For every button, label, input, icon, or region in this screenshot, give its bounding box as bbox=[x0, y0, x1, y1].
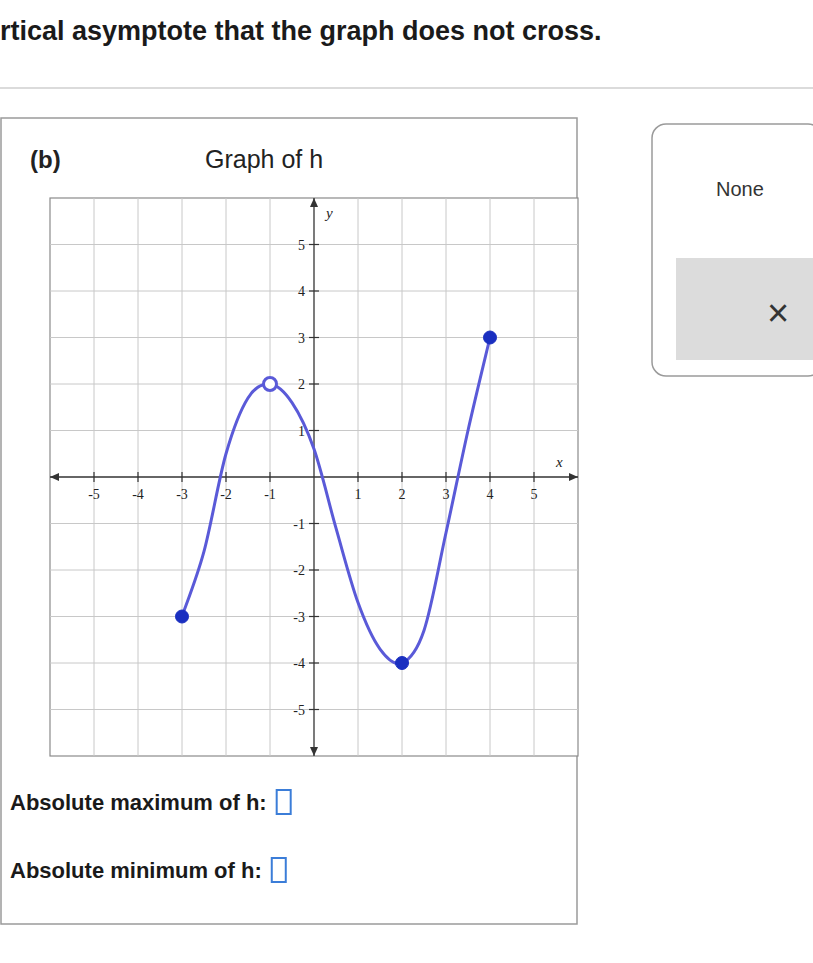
grid-y bbox=[50, 384, 578, 385]
grid-y bbox=[50, 663, 578, 664]
y-label: y bbox=[324, 205, 333, 221]
x-tick bbox=[137, 472, 138, 482]
grid-y bbox=[50, 523, 578, 524]
x-tick-label: 3 bbox=[443, 487, 450, 502]
y-tick-label: 5 bbox=[298, 238, 305, 253]
clear-button[interactable] bbox=[676, 258, 813, 360]
y-tick-label: -4 bbox=[293, 656, 305, 671]
grid-x bbox=[490, 198, 491, 756]
x-tick bbox=[357, 472, 358, 482]
y-tick-label: -5 bbox=[293, 703, 305, 718]
x-label: x bbox=[555, 454, 563, 470]
x-tick bbox=[225, 472, 226, 482]
grid-y bbox=[50, 616, 578, 617]
answer-input[interactable] bbox=[272, 858, 286, 882]
x-tick-label: 5 bbox=[531, 487, 538, 502]
x-tick-label: 4 bbox=[487, 487, 494, 502]
grid-y bbox=[50, 709, 578, 710]
grid-y bbox=[50, 430, 578, 431]
y-tick-label: -1 bbox=[293, 517, 305, 532]
y-tick-label: -3 bbox=[293, 610, 305, 625]
grid-x bbox=[534, 198, 535, 756]
x-arrow bbox=[569, 473, 578, 481]
x-tick-label: -1 bbox=[264, 487, 276, 502]
y-tick-label: 4 bbox=[298, 284, 305, 299]
option-none: None bbox=[716, 178, 764, 200]
x-tick-label: -3 bbox=[176, 487, 188, 502]
x-tick bbox=[401, 472, 402, 482]
part-label: (b) bbox=[30, 146, 61, 173]
y-tick-label: 2 bbox=[298, 377, 305, 392]
answer-input[interactable] bbox=[277, 790, 291, 814]
y-arrow bbox=[310, 198, 318, 207]
open-point bbox=[264, 378, 277, 391]
y-tick-label: -2 bbox=[293, 563, 305, 578]
x-tick bbox=[181, 472, 182, 482]
header-text: rtical asymptote that the graph does not… bbox=[0, 16, 602, 46]
y-tick bbox=[309, 337, 319, 338]
x-tick bbox=[489, 472, 490, 482]
y-tick bbox=[309, 709, 319, 710]
divider bbox=[0, 87, 813, 89]
y-tick bbox=[309, 523, 319, 524]
x-tick bbox=[533, 472, 534, 482]
plot-frame bbox=[50, 198, 578, 756]
x-tick-label: 2 bbox=[399, 487, 406, 502]
y-tick bbox=[309, 244, 319, 245]
y-axis bbox=[313, 198, 314, 756]
x-tick-label: -2 bbox=[220, 487, 232, 502]
answer-label: Absolute maximum of h: bbox=[10, 790, 267, 815]
x-tick-label: -4 bbox=[132, 487, 144, 502]
closed-point bbox=[396, 657, 409, 670]
grid-y bbox=[50, 244, 578, 245]
grid-y bbox=[50, 337, 578, 338]
grid-y bbox=[50, 291, 578, 292]
grid-x bbox=[446, 198, 447, 756]
y-tick bbox=[309, 290, 319, 291]
grid-x bbox=[358, 198, 359, 756]
grid-x bbox=[402, 198, 403, 756]
clear-icon: × bbox=[767, 292, 789, 334]
y-tick bbox=[309, 616, 319, 617]
answer-label: Absolute minimum of h: bbox=[10, 858, 262, 883]
chart-title: Graph of h bbox=[205, 145, 323, 173]
grid-x bbox=[226, 198, 227, 756]
x-arrow bbox=[50, 473, 59, 481]
y-tick bbox=[309, 569, 319, 570]
closed-point bbox=[484, 331, 497, 344]
data-group bbox=[176, 331, 497, 670]
y-arrow bbox=[310, 747, 318, 756]
y-tick bbox=[309, 383, 319, 384]
panel bbox=[1, 118, 577, 924]
grid-x bbox=[270, 198, 271, 756]
x-tick bbox=[93, 472, 94, 482]
grid-x bbox=[94, 198, 95, 756]
x-tick bbox=[269, 472, 270, 482]
y-tick bbox=[309, 430, 319, 431]
closed-point bbox=[176, 610, 189, 623]
page: rtical asymptote that the graph does not… bbox=[0, 0, 813, 963]
grid-x bbox=[182, 198, 183, 756]
y-tick bbox=[309, 662, 319, 663]
grid-x bbox=[138, 198, 139, 756]
grid-y bbox=[50, 570, 578, 571]
x-tick bbox=[445, 472, 446, 482]
x-tick-label: 1 bbox=[355, 487, 362, 502]
x-tick-label: -5 bbox=[88, 487, 100, 502]
y-tick-label: 3 bbox=[298, 331, 305, 346]
curve bbox=[182, 338, 490, 664]
